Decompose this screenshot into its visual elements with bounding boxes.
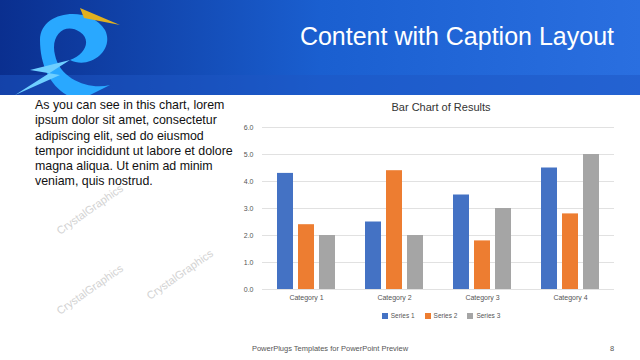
svg-text:Category 2: Category 2 (377, 294, 411, 302)
html-text:Series 1: Series 1 (390, 312, 415, 319)
svg-text:4.0: 4.0 (244, 178, 254, 185)
svg-text:5.0: 5.0 (244, 151, 254, 158)
svg-text:2.0: 2.0 (244, 232, 254, 239)
svg-text:1.0: 1.0 (244, 259, 254, 266)
html-text:Series 2: Series 2 (433, 312, 458, 319)
svg-text:3.0: 3.0 (244, 205, 254, 212)
svg-text:CrystalGraphics: CrystalGraphics (54, 262, 125, 317)
html-text:Bar Chart of Results: Bar Chart of Results (391, 101, 491, 113)
svg-text:6.0: 6.0 (244, 124, 254, 131)
html-text:8: 8 (610, 344, 615, 353)
html-text:PowerPlugs Templates for Power: PowerPlugs Templates for PowerPoint Prev… (251, 344, 409, 353)
html-text:Content with Caption Layout: Content with Caption Layout (299, 22, 614, 50)
svg-text:CrystalGraphics: CrystalGraphics (144, 247, 215, 302)
html-text:Series 3: Series 3 (476, 312, 501, 319)
svg-text:Category 4: Category 4 (553, 294, 587, 302)
svg-text:Category 1: Category 1 (289, 294, 323, 302)
svg-text:0.0: 0.0 (244, 286, 254, 293)
svg-text:CrystalGraphics: CrystalGraphics (54, 182, 125, 237)
html-text:As you can see in this chart,: As you can see in this chart, lorem ipsu… (35, 98, 233, 189)
svg-text:Category 3: Category 3 (465, 294, 499, 302)
